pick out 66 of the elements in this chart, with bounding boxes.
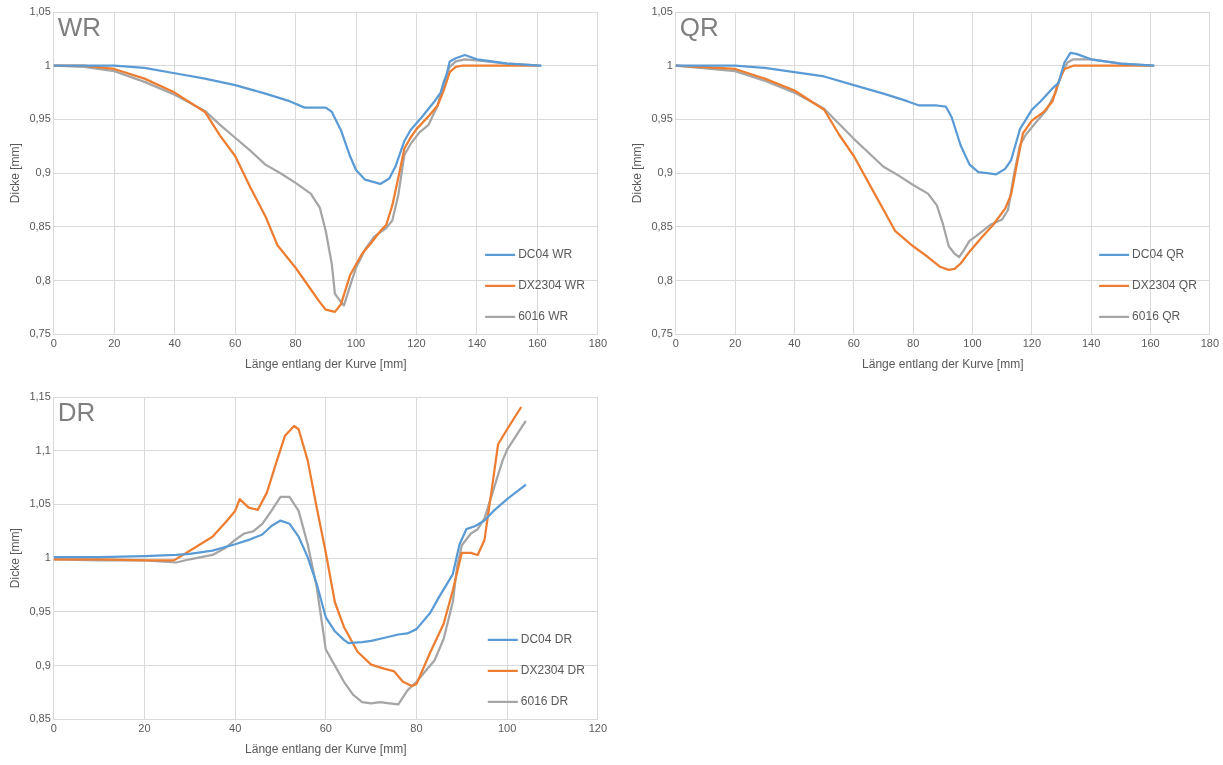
x-tick-label: 80	[907, 337, 920, 350]
y-tick-label: 0,85	[29, 219, 51, 232]
y-tick-label: 0,75	[651, 327, 673, 340]
y-tick-label: 1,15	[29, 390, 51, 403]
y-tick-label: 0,8	[35, 273, 51, 286]
x-tick-label: 60	[847, 337, 860, 350]
y-tick-label: 0,9	[35, 658, 51, 671]
x-tick-label: 80	[289, 337, 302, 350]
x-tick-label: 20	[108, 337, 121, 350]
legend-label: DX2304 DR	[520, 663, 586, 678]
x-tick-label: 140	[1081, 337, 1101, 350]
y-tick-label: 1	[44, 58, 51, 71]
legend-label: DX2304 WR	[518, 278, 586, 293]
x-tick-label: 0	[672, 337, 679, 350]
chart-title: DR	[57, 397, 96, 428]
y-axis-title: Dicke [mm]	[7, 143, 22, 204]
y-axis-title: Dicke [mm]	[7, 528, 22, 589]
x-tick-label: 120	[407, 337, 426, 350]
y-tick-label: 0,95	[29, 604, 51, 617]
x-tick-label: 40	[168, 337, 181, 350]
x-tick-label: 20	[729, 337, 742, 350]
y-tick-label: 1,05	[29, 5, 51, 18]
legend-label: DC04 QR	[1132, 247, 1185, 262]
y-tick-label: 1,05	[651, 5, 673, 18]
x-tick-label: 0	[50, 722, 57, 735]
y-tick-label: 1	[44, 551, 51, 564]
y-tick-label: 0,85	[29, 712, 51, 725]
chart-title: WR	[57, 12, 102, 43]
legend-label: 6016 DR	[520, 694, 569, 709]
x-tick-label: 60	[319, 722, 332, 735]
legend-label: 6016 WR	[518, 309, 569, 324]
y-axis-title: Dicke [mm]	[629, 143, 644, 204]
legend-label: DX2304 QR	[1132, 278, 1198, 293]
x-tick-label: 20	[138, 722, 151, 735]
y-tick-label: 1,05	[29, 497, 51, 510]
x-tick-label: 60	[229, 337, 242, 350]
legend-label: 6016 QR	[1132, 309, 1181, 324]
x-tick-label: 120	[1022, 337, 1041, 350]
y-tick-label: 0,9	[35, 166, 51, 179]
x-tick-label: 180	[1200, 337, 1219, 350]
y-tick-label: 0,75	[29, 327, 51, 340]
x-axis-title: Länge entlang der Kurve [mm]	[862, 357, 1024, 372]
legend-label: DC04 WR	[518, 247, 573, 262]
x-tick-label: 40	[788, 337, 801, 350]
x-tick-label: 100	[497, 722, 517, 735]
y-tick-label: 0,85	[651, 219, 673, 232]
y-tick-label: 0,95	[651, 112, 673, 125]
x-tick-label: 160	[528, 337, 547, 350]
y-tick-label: 0,95	[29, 112, 51, 125]
legend-label: DC04 DR	[520, 632, 573, 647]
x-tick-label: 40	[229, 722, 242, 735]
y-tick-label: 0,8	[657, 273, 673, 286]
x-tick-label: 140	[467, 337, 487, 350]
x-tick-label: 160	[1141, 337, 1160, 350]
x-tick-label: 0	[50, 337, 57, 350]
x-tick-label: 100	[346, 337, 366, 350]
x-axis-title: Länge entlang der Kurve [mm]	[245, 742, 407, 757]
y-tick-label: 1	[666, 58, 673, 71]
x-tick-label: 100	[963, 337, 982, 350]
chart-title: QR	[679, 12, 719, 43]
x-tick-label: 120	[588, 722, 607, 735]
x-tick-label: 180	[588, 337, 607, 350]
x-tick-label: 80	[410, 722, 423, 735]
x-axis-title: Länge entlang der Kurve [mm]	[245, 357, 407, 372]
y-tick-label: 1,1	[35, 443, 51, 456]
y-tick-label: 0,9	[657, 166, 673, 179]
